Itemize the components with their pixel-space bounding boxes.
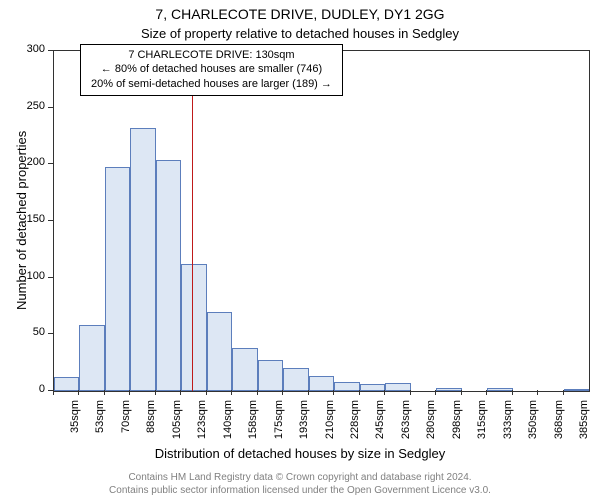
x-tick-label: 298sqm [451, 400, 463, 440]
y-tick-label: 300 [20, 43, 45, 55]
x-tick-mark [180, 390, 181, 395]
x-tick-label: 315sqm [476, 400, 488, 440]
x-tick-mark [257, 390, 258, 395]
y-tick-label: 250 [20, 100, 45, 112]
histogram-bar [130, 128, 155, 391]
x-tick-label: 280sqm [425, 400, 437, 440]
histogram-bar [360, 384, 385, 391]
x-tick-mark [155, 390, 156, 395]
y-tick-label: 100 [20, 270, 45, 282]
y-tick-label: 150 [20, 213, 45, 225]
x-tick-label: 228sqm [349, 400, 361, 440]
footer-text: Contains HM Land Registry data © Crown c… [0, 471, 600, 497]
x-tick-mark [512, 390, 513, 395]
x-tick-label: 245sqm [374, 400, 386, 440]
y-tick-label: 200 [20, 156, 45, 168]
histogram-bar [258, 360, 283, 391]
x-tick-mark [53, 390, 54, 395]
annotation-line-2: ← 80% of detached houses are smaller (74… [91, 62, 332, 76]
x-tick-mark [563, 390, 564, 395]
x-tick-label: 350sqm [527, 400, 539, 440]
histogram-bar [436, 388, 461, 391]
plot-area [53, 50, 590, 392]
property-marker-line [192, 51, 193, 391]
x-tick-label: 123sqm [196, 400, 208, 440]
x-tick-label: 88sqm [145, 400, 157, 440]
x-tick-mark [206, 390, 207, 395]
histogram-bar [232, 348, 257, 391]
x-tick-mark [461, 390, 462, 395]
x-tick-mark [486, 390, 487, 395]
x-tick-label: 210sqm [324, 400, 336, 440]
x-tick-label: 193sqm [298, 400, 310, 440]
x-tick-label: 368sqm [553, 400, 565, 440]
histogram-bar [309, 376, 334, 391]
annotation-line-1: 7 CHARLECOTE DRIVE: 130sqm [91, 48, 332, 62]
histogram-bar [385, 383, 410, 391]
y-tick-label: 0 [20, 383, 45, 395]
footer-line-2: Contains public sector information licen… [0, 484, 600, 497]
annotation-line-3: 20% of semi-detached houses are larger (… [91, 77, 332, 91]
x-tick-label: 175sqm [273, 400, 285, 440]
x-tick-label: 70sqm [120, 400, 132, 440]
x-tick-label: 385sqm [578, 400, 590, 440]
x-tick-mark [410, 390, 411, 395]
chart-subtitle: Size of property relative to detached ho… [0, 26, 600, 41]
chart-title: 7, CHARLECOTE DRIVE, DUDLEY, DY1 2GG [0, 6, 600, 22]
y-tick-mark [48, 163, 53, 164]
histogram-bar [487, 388, 512, 391]
y-tick-mark [48, 333, 53, 334]
histogram-bar [105, 167, 130, 391]
x-tick-mark [384, 390, 385, 395]
y-tick-mark [48, 277, 53, 278]
histogram-bar [54, 377, 79, 391]
x-tick-label: 105sqm [171, 400, 183, 440]
x-tick-label: 53sqm [94, 400, 106, 440]
x-tick-label: 158sqm [247, 400, 259, 440]
histogram-bar [156, 160, 181, 391]
x-tick-mark [104, 390, 105, 395]
histogram-bar [334, 382, 359, 391]
x-tick-mark [537, 390, 538, 395]
histogram-bar [207, 312, 232, 391]
histogram-bar [564, 389, 589, 391]
x-tick-mark [308, 390, 309, 395]
histogram-bar [283, 368, 308, 391]
x-tick-mark [231, 390, 232, 395]
x-tick-label: 35sqm [69, 400, 81, 440]
x-tick-mark [333, 390, 334, 395]
x-tick-mark [129, 390, 130, 395]
x-tick-label: 263sqm [400, 400, 412, 440]
x-tick-label: 333sqm [502, 400, 514, 440]
y-tick-mark [48, 107, 53, 108]
y-tick-mark [48, 220, 53, 221]
x-tick-mark [435, 390, 436, 395]
x-tick-mark [78, 390, 79, 395]
x-tick-mark [282, 390, 283, 395]
annotation-box: 7 CHARLECOTE DRIVE: 130sqm ← 80% of deta… [80, 44, 343, 96]
footer-line-1: Contains HM Land Registry data © Crown c… [0, 471, 600, 484]
histogram-bar [79, 325, 104, 391]
y-tick-label: 50 [20, 326, 45, 338]
y-tick-mark [48, 50, 53, 51]
histogram-bar [181, 264, 206, 391]
x-tick-mark [359, 390, 360, 395]
x-tick-label: 140sqm [222, 400, 234, 440]
x-axis-label: Distribution of detached houses by size … [0, 446, 600, 461]
